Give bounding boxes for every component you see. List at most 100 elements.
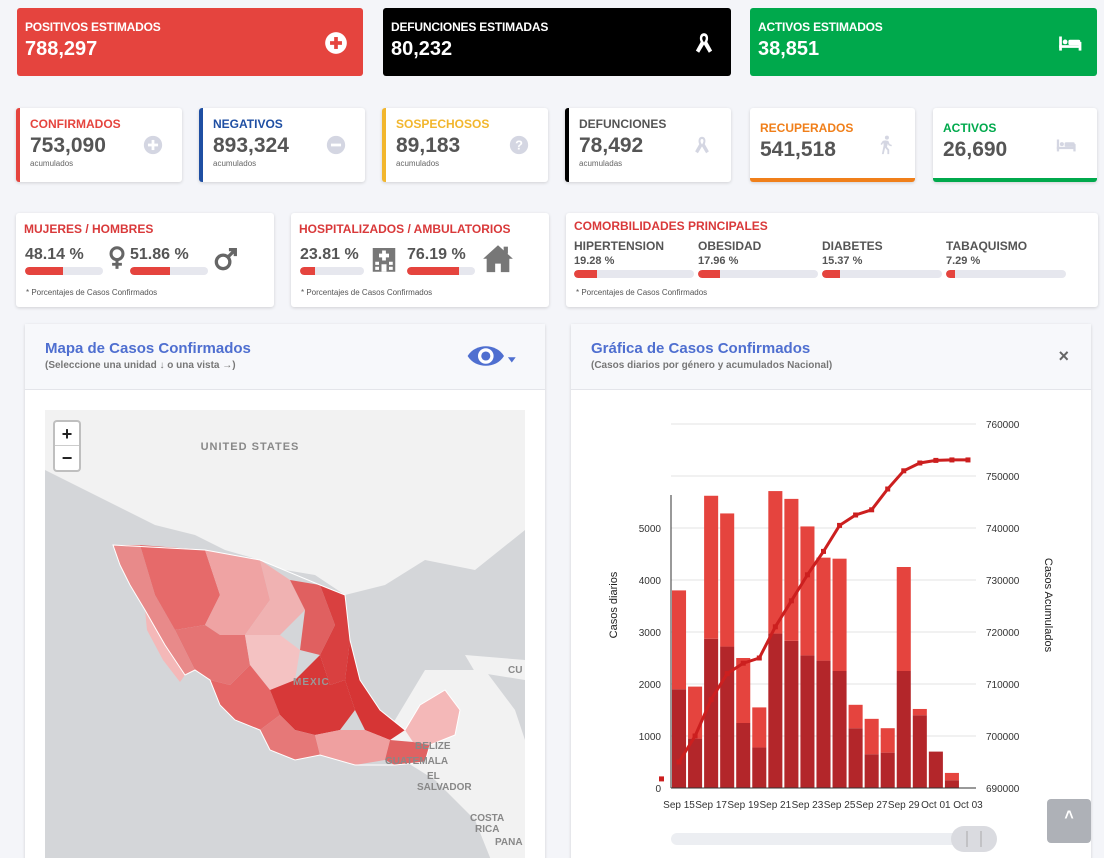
mexico-outline [112, 544, 461, 766]
cumulative-point [869, 507, 875, 513]
hosp-pct: 23.81 % [300, 246, 359, 263]
card-label: DEFUNCIONES ESTIMADAS [391, 20, 549, 34]
y2-tick-label: 730000 [986, 576, 1020, 587]
y-tick-label: 3000 [639, 628, 662, 639]
map-canvas[interactable]: UNITED STATES MEXIC BELIZE GUATEMALA EL … [45, 410, 525, 858]
chart-svg: 690000 700000 710000 720000 730000 740000 7500… [608, 420, 1054, 852]
bar-series-2 [800, 526, 815, 656]
men-bar [130, 267, 208, 275]
range-handle [951, 826, 997, 852]
bar-series-2 [736, 658, 751, 723]
comorb-name: OBESIDAD [698, 239, 762, 253]
bar-series-1 [784, 640, 799, 788]
men-pct: 51.86 % [130, 246, 189, 263]
cumulative-point [917, 460, 923, 466]
gender-note: * Porcentajes de Casos Confirmados [26, 288, 158, 297]
card-value: 893,324 [213, 134, 289, 157]
male-icon [214, 248, 237, 271]
region-guerrero [260, 715, 320, 760]
card-label: ACTIVOS [943, 121, 997, 135]
card-defunciones-estimadas: DEFUNCIONES ESTIMADAS 80,232 [383, 8, 731, 76]
comorb-name: DIABETES [822, 239, 883, 253]
bar-series-2 [720, 513, 735, 647]
plus-circle-icon [325, 32, 347, 54]
map-label-el: EL [427, 771, 440, 782]
bar-series-2 [688, 686, 703, 739]
eye-icon[interactable] [465, 340, 517, 372]
y2-tick-label: 760000 [986, 420, 1020, 431]
map-label-cuba: CU [508, 665, 522, 676]
y2-tick-label: 740000 [986, 524, 1020, 535]
chart-title: Gráfica de Casos Confirmados [591, 340, 811, 357]
y2-tick-label: 750000 [986, 472, 1020, 483]
x-tick-label: Sep 23 [792, 800, 824, 811]
range-track [671, 833, 996, 845]
card-value: 89,183 [396, 134, 461, 157]
y-axis-title: Casos diarios [608, 571, 620, 638]
comorb-pct: 15.37 % [822, 255, 863, 267]
card-label: HOSPITALIZADOS / AMBULATORIOS [299, 222, 511, 236]
map-label-panama: PANA [495, 837, 523, 848]
cumulative-point [933, 457, 939, 463]
bar-series-1 [768, 633, 783, 788]
cumulative-point [804, 572, 810, 578]
women-bar [25, 267, 103, 275]
scroll-top-button[interactable]: ˄ [1047, 799, 1091, 843]
zoom-in-button[interactable]: + [55, 422, 79, 446]
y-tick-label: 2000 [639, 680, 662, 691]
map-label-salvador: SALVADOR [417, 782, 472, 793]
region-central [270, 655, 355, 735]
region-nuevo-leon [290, 580, 335, 655]
map-view[interactable]: UNITED STATES MEXIC BELIZE GUATEMALA EL … [45, 410, 525, 858]
card-sub: acumulados [396, 159, 440, 168]
map-label-costa: COSTA [470, 813, 504, 824]
region-veracruz [345, 640, 405, 740]
card-defunciones: DEFUNCIONES 78,492 acumuladas [565, 108, 731, 182]
comorb-bar [574, 270, 694, 278]
comorb-pct: 17.96 % [698, 255, 739, 267]
bar-series-2 [752, 707, 767, 748]
map-label-mexico: MEXIC [293, 677, 330, 688]
comorb-name: TABAQUISMO [946, 239, 1028, 253]
hospital-icon [372, 248, 396, 272]
card-value: 26,690 [943, 138, 1008, 161]
chart-panel-header: Gráfica de Casos Confirmados (Casos diar… [571, 324, 1091, 390]
cumulative-point [676, 759, 682, 765]
y2-tick-label: 710000 [986, 680, 1020, 691]
x-tick-label: Sep 17 [695, 800, 727, 811]
bar-series-2 [672, 590, 687, 690]
amb-pct: 76.19 % [407, 246, 466, 263]
card-label: MUJERES / HOMBRES [24, 222, 154, 236]
bar-series-2 [784, 498, 799, 641]
walking-icon [880, 135, 892, 155]
house-icon [483, 245, 513, 273]
map-panel-header: Mapa de Casos Confirmados (Seleccione un… [25, 324, 545, 390]
region-coahuila [245, 560, 305, 635]
bed-icon [1059, 36, 1082, 51]
card-activos: ACTIVOS 26,690 [933, 108, 1097, 182]
cumulative-point [692, 733, 698, 739]
region-baja [113, 545, 195, 675]
card-value: 80,232 [391, 38, 453, 60]
close-button[interactable]: × [1058, 346, 1069, 366]
region-oaxaca [315, 730, 390, 765]
zoom-out-button[interactable]: − [61, 448, 73, 468]
card-sub: acumuladas [579, 159, 623, 168]
card-recuperados: RECUPERADOS 541,518 [750, 108, 915, 182]
card-label: ACTIVOS ESTIMADOS [758, 20, 883, 34]
x-tick-label: Oct 03 [953, 800, 983, 811]
bar-series-1 [896, 671, 911, 788]
card-negativos: NEGATIVOS 893,324 acumulados [199, 108, 365, 182]
bar-series-1 [720, 646, 735, 788]
card-confirmados: CONFIRMADOS 753,090 acumulados [16, 108, 182, 182]
cumulative-point [659, 776, 664, 782]
card-label: DEFUNCIONES [579, 117, 667, 131]
bar-series-1 [816, 660, 831, 788]
bar-series-1 [928, 751, 943, 788]
plus-circle-icon [143, 135, 163, 155]
bar-series-1 [832, 671, 847, 788]
cumulative-point [965, 457, 971, 463]
hospital-note: * Porcentajes de Casos Confirmados [301, 288, 433, 297]
bar-series-1 [672, 689, 687, 788]
bed-icon [1056, 139, 1076, 152]
